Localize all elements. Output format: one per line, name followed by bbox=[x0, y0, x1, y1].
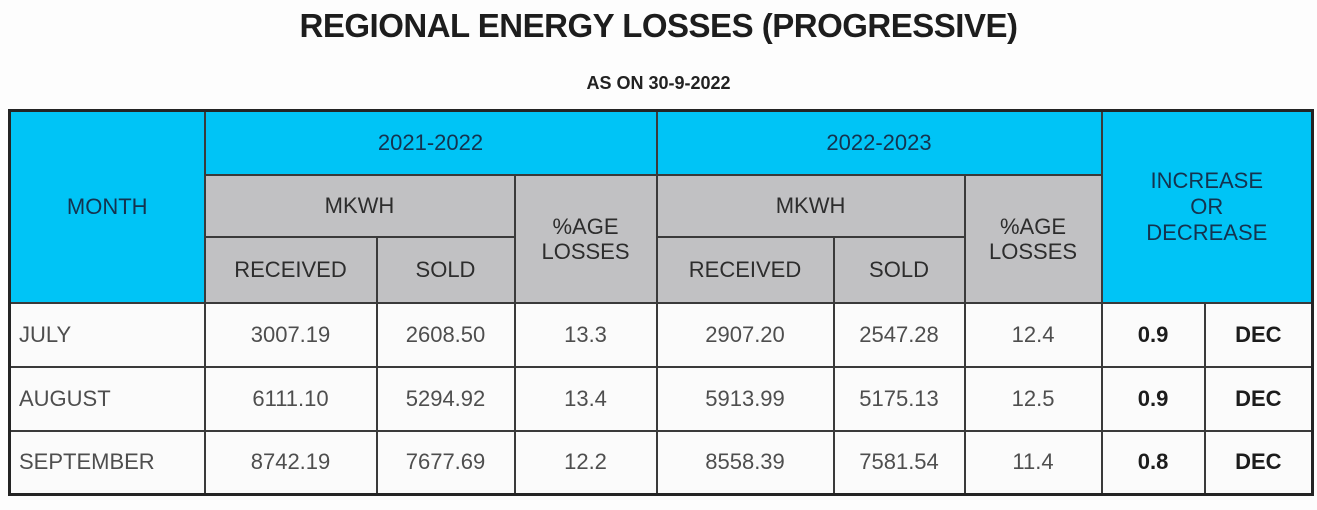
change-direction-cell: DEC bbox=[1203, 429, 1314, 496]
header-received-y1: RECEIVED bbox=[203, 235, 378, 304]
header-pct-losses-y1: %AGE LOSSES bbox=[513, 173, 658, 304]
increase-line: INCREASE bbox=[1150, 167, 1264, 193]
y2-pct-losses-cell: 12.4 bbox=[963, 301, 1103, 368]
header-received-y2: RECEIVED bbox=[655, 235, 835, 304]
y2-received-cell: 5913.99 bbox=[655, 365, 835, 432]
y1-sold-cell: 7677.69 bbox=[375, 429, 516, 496]
month-cell: AUGUST bbox=[8, 365, 206, 432]
header-row-years: MONTH 2021-2022 2022-2023 INCREASE OR DE… bbox=[8, 109, 1314, 304]
month-cell: JULY bbox=[8, 301, 206, 368]
as-on-date: AS ON 30-9-2022 bbox=[586, 73, 731, 93]
header-pct-losses-y2: %AGE LOSSES bbox=[963, 173, 1103, 304]
table-row-september: SEPTEMBER 8742.19 7677.69 12.2 8558.39 7… bbox=[8, 429, 1314, 496]
header-increase-or-decrease: INCREASE OR DECREASE bbox=[1100, 109, 1314, 304]
header-row-mkwh: MKWH %AGE LOSSES MKWH %AGE LOSSES bbox=[10, 173, 1313, 304]
y1-received-cell: 3007.19 bbox=[203, 301, 378, 368]
y2-sold-cell: 7581.54 bbox=[832, 429, 966, 496]
change-direction-cell: DEC bbox=[1203, 301, 1314, 368]
header-month: MONTH bbox=[8, 109, 206, 304]
y2-received-cell: 2907.20 bbox=[655, 301, 835, 368]
y1-received-cell: 6111.10 bbox=[203, 365, 378, 432]
header-year-2022-2023: 2022-2023 bbox=[655, 109, 1103, 176]
month-cell: SEPTEMBER bbox=[8, 429, 206, 496]
energy-losses-table: MONTH 2021-2022 2022-2023 INCREASE OR DE… bbox=[8, 109, 1315, 496]
change-direction-cell: DEC bbox=[1203, 365, 1314, 432]
y1-pct-losses-cell: 13.4 bbox=[513, 365, 658, 432]
y2-received-cell: 8558.39 bbox=[655, 429, 835, 496]
change-value-cell: 0.9 bbox=[1100, 365, 1206, 432]
table-row-july: JULY 3007.19 2608.50 13.3 2907.20 2547.2… bbox=[8, 301, 1314, 368]
y1-sold-cell: 2608.50 bbox=[375, 301, 516, 368]
y2-sold-cell: 2547.28 bbox=[832, 301, 966, 368]
y1-pct-losses-cell: 13.3 bbox=[513, 301, 658, 368]
header-mkwh-y1: MKWH bbox=[203, 173, 516, 238]
header-sold-y1: SOLD bbox=[375, 235, 516, 304]
y2-pct-losses-cell: 12.5 bbox=[963, 365, 1103, 432]
y2-sold-cell: 5175.13 bbox=[832, 365, 966, 432]
y1-pct-losses-cell: 12.2 bbox=[513, 429, 658, 496]
header-sold-y2: SOLD bbox=[832, 235, 966, 304]
change-value-cell: 0.9 bbox=[1100, 301, 1206, 368]
table-row-august: AUGUST 6111.10 5294.92 13.4 5913.99 5175… bbox=[8, 365, 1314, 432]
header-row-received-sold: RECEIVED SOLD RECEIVED SOLD bbox=[10, 235, 1313, 304]
or-line: OR bbox=[1190, 193, 1224, 219]
y1-sold-cell: 5294.92 bbox=[375, 365, 516, 432]
page-title: REGIONAL ENERGY LOSSES (PROGRESSIVE) bbox=[299, 7, 1018, 44]
y1-received-cell: 8742.19 bbox=[203, 429, 378, 496]
header-mkwh-y2: MKWH bbox=[655, 173, 966, 238]
change-value-cell: 0.8 bbox=[1100, 429, 1206, 496]
decrease-line: DECREASE bbox=[1146, 219, 1268, 245]
header-year-2021-2022: 2021-2022 bbox=[203, 109, 658, 176]
y2-pct-losses-cell: 11.4 bbox=[963, 429, 1103, 496]
